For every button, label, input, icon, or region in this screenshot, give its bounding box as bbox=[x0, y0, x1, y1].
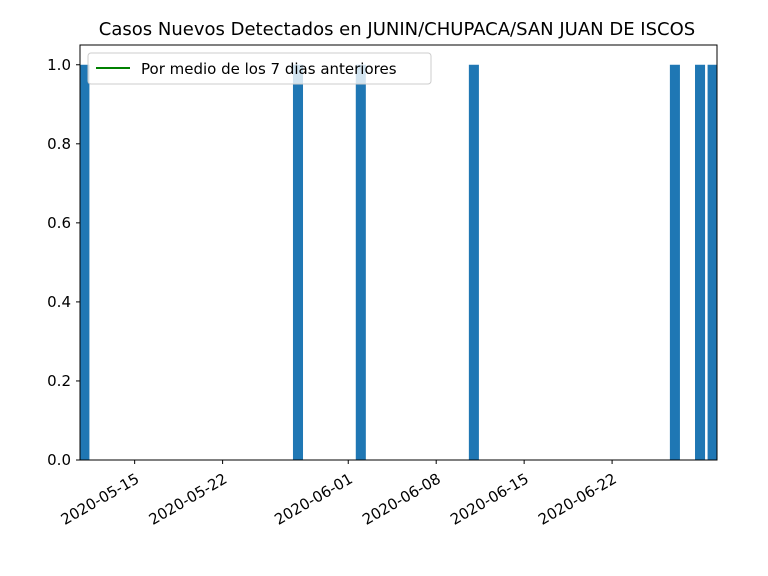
y-tick-label: 0.2 bbox=[47, 372, 71, 390]
bar bbox=[707, 64, 717, 460]
x-tick-label: 2020-05-22 bbox=[146, 470, 231, 529]
bar bbox=[292, 64, 304, 460]
bar bbox=[468, 64, 479, 460]
plot-frame bbox=[79, 44, 718, 461]
legend-box bbox=[87, 52, 432, 85]
bar bbox=[695, 64, 706, 460]
bar bbox=[669, 64, 680, 460]
y-tick-label: 1.0 bbox=[47, 56, 71, 74]
y-tick-label: 0.0 bbox=[47, 451, 71, 469]
x-tick-label: 2020-06-08 bbox=[359, 470, 444, 529]
bar bbox=[355, 64, 366, 460]
y-tick-label: 0.8 bbox=[47, 135, 71, 153]
y-axis: 0.0 0.2 0.4 0.6 0.8 1.0 bbox=[47, 56, 80, 469]
y-tick-label: 0.6 bbox=[47, 214, 71, 232]
x-tick-label: 2020-06-01 bbox=[271, 470, 356, 529]
bar bbox=[80, 64, 90, 460]
legend: Por medio de los 7 dias anteriores bbox=[87, 52, 432, 85]
bars-layer bbox=[80, 64, 717, 460]
y-tick-label: 0.4 bbox=[47, 293, 71, 311]
x-tick-label: 2020-06-15 bbox=[447, 470, 532, 529]
chart-title: Casos Nuevos Detectados en JUNIN/CHUPACA… bbox=[99, 19, 695, 40]
x-tick-label: 2020-06-22 bbox=[535, 470, 620, 529]
legend-label: Por medio de los 7 dias anteriores bbox=[141, 60, 397, 78]
x-axis: 2020-05-15 2020-05-22 2020-06-01 2020-06-08… bbox=[58, 460, 620, 529]
x-tick-label: 2020-05-15 bbox=[58, 470, 143, 529]
